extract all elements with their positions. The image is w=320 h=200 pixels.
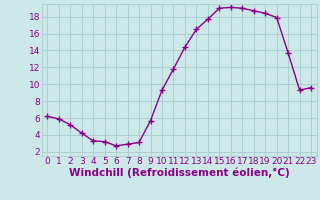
X-axis label: Windchill (Refroidissement éolien,°C): Windchill (Refroidissement éolien,°C) [69,168,290,178]
